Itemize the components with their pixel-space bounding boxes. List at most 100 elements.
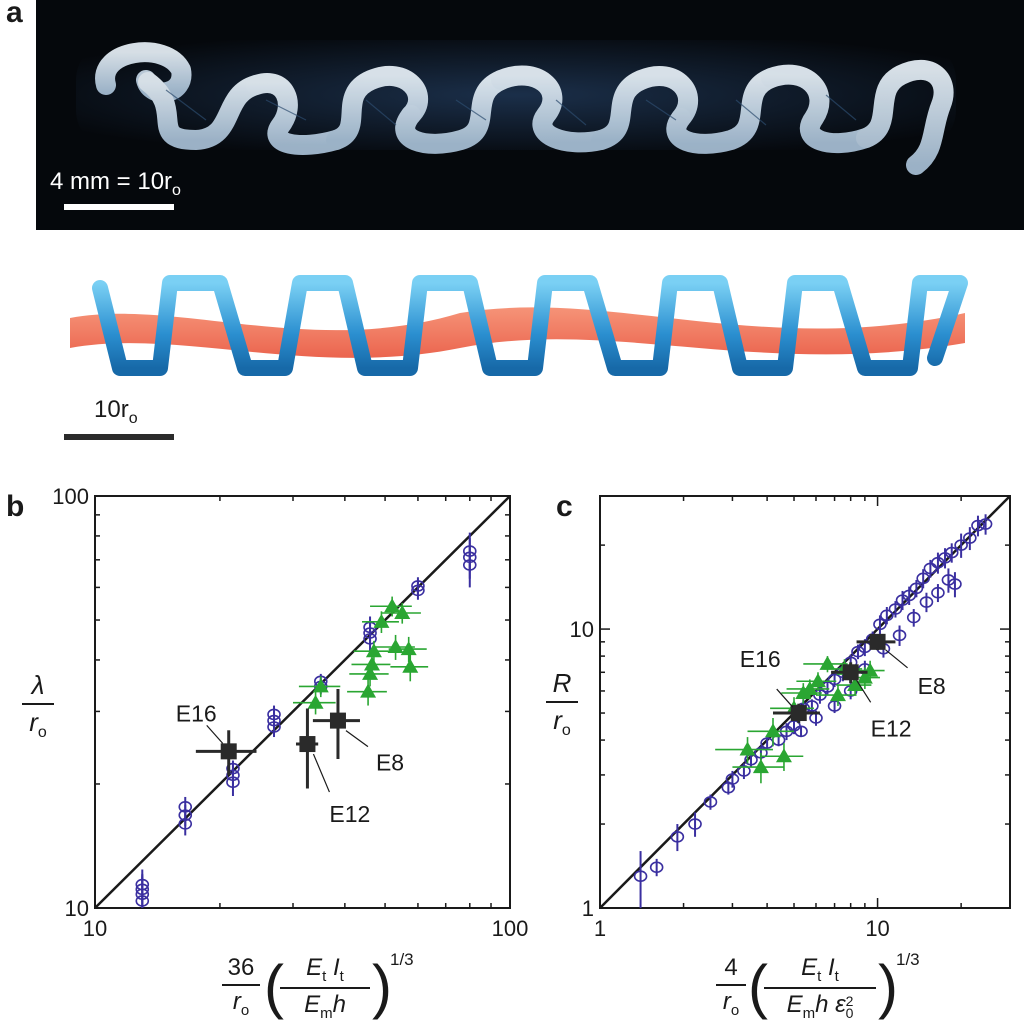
open-circle-point: [135, 878, 150, 891]
triangle-point: [801, 680, 818, 695]
triangle-point: [402, 658, 419, 673]
annotation-label: E16: [740, 646, 781, 672]
triangle-point: [829, 687, 846, 702]
open-circle-point: [978, 518, 993, 530]
open-circle-point: [919, 596, 934, 608]
x-tick-label: 10: [865, 916, 889, 941]
plot-frame: [599, 495, 1011, 909]
open-circle-point: [411, 580, 425, 592]
open-circle-point: [923, 562, 938, 575]
photo-scale-label: 4 mm = 10ro: [50, 168, 181, 199]
open-circle-point: [931, 586, 945, 599]
reference-line: [599, 495, 1011, 909]
y-tick-label: 10: [65, 896, 89, 921]
triangle-point: [365, 643, 382, 658]
open-circle-point: [888, 603, 903, 615]
annotation-label: E12: [329, 801, 370, 827]
square-point: [329, 712, 346, 729]
open-circle-point: [971, 519, 985, 532]
annotation-leader: [856, 679, 872, 703]
annotation-leader: [312, 753, 330, 793]
triangle-point: [360, 683, 377, 698]
triangle-point: [795, 684, 812, 699]
open-circle-point: [633, 870, 648, 883]
open-circle-point: [649, 861, 664, 874]
chart-c-ylabel: R ro: [546, 668, 578, 740]
chart-b-xlabel: 36 ro ( Et It Emh ) 1/3: [222, 950, 422, 1030]
render-scale-label: 10ro: [94, 396, 138, 427]
open-circle-point: [827, 673, 842, 686]
square-point: [790, 705, 807, 722]
open-circle-point: [688, 818, 702, 830]
gut-photo-drawing: [36, 0, 1024, 230]
open-circle-point: [226, 762, 240, 775]
square-point: [299, 736, 316, 753]
triangle-point: [752, 759, 769, 774]
triangle-point: [400, 641, 417, 656]
y-tick-label: 10: [570, 617, 594, 642]
annotation-leader: [885, 649, 908, 669]
open-circle-point: [670, 830, 685, 843]
y-tick-label: 1: [582, 896, 594, 921]
triangle-point: [819, 655, 836, 670]
annotation-leader: [206, 724, 224, 744]
triangle-point: [856, 669, 873, 684]
triangle-point: [363, 656, 380, 671]
triangle-point: [394, 605, 411, 620]
triangle-point: [387, 639, 404, 654]
model-drawing: [70, 275, 968, 376]
square-point: [842, 664, 859, 681]
triangle-point: [362, 665, 379, 680]
square-point: [220, 743, 237, 760]
open-circle-point: [963, 532, 977, 544]
annotation-label: E8: [918, 673, 946, 699]
triangle-point: [312, 678, 329, 693]
open-circle-point: [892, 629, 907, 642]
open-circle-point: [178, 801, 193, 813]
chart-b-ylabel: λ ro: [22, 670, 54, 742]
panel-c-letter: c: [556, 490, 573, 523]
photo-scale-bar: [64, 204, 174, 210]
open-circle-point: [267, 708, 281, 721]
panel-a-letter: a: [6, 0, 23, 29]
annotation-label: E8: [376, 750, 404, 776]
chart-b: 10 100 10 100 E16 E12 E8: [0, 460, 528, 1032]
gut-photograph: 4 mm = 10ro: [36, 0, 1024, 230]
y-tick-label: 100: [52, 484, 89, 509]
triangle-point: [739, 741, 756, 756]
open-circle-point: [880, 609, 894, 622]
triangle-point: [373, 613, 390, 628]
open-circle-point: [902, 589, 916, 602]
chart-c: 1 10 1 10 E16 E12 E8: [520, 460, 1024, 1032]
open-circle-point: [948, 578, 962, 590]
open-circle-point: [462, 545, 477, 557]
open-circle-point: [794, 725, 808, 738]
plot-frame: [94, 495, 511, 909]
open-circle-point: [944, 546, 959, 559]
gut-model-rendering: [60, 258, 980, 398]
annotation-label: E12: [871, 715, 912, 741]
open-circle-point: [737, 765, 751, 777]
triangle-point: [809, 673, 826, 688]
render-scale-bar: [64, 434, 174, 440]
x-tick-label: 1: [594, 916, 606, 941]
panel-b-letter: b: [6, 490, 25, 523]
annotation-leader: [776, 688, 794, 708]
open-circle-point: [916, 572, 930, 585]
square-point: [869, 633, 886, 650]
x-tick-label: 100: [492, 916, 529, 941]
annotation-label: E16: [176, 700, 217, 726]
triangle-point: [307, 694, 324, 709]
open-circle-point: [703, 796, 718, 808]
triangle-point: [384, 598, 401, 613]
triangle-point: [847, 677, 864, 692]
x-tick-label: 10: [83, 916, 107, 941]
annotation-leader: [345, 730, 369, 748]
open-circle-point: [954, 539, 968, 551]
triangle-point: [764, 723, 781, 738]
triangle-point: [775, 748, 792, 763]
open-circle-point: [725, 773, 740, 785]
